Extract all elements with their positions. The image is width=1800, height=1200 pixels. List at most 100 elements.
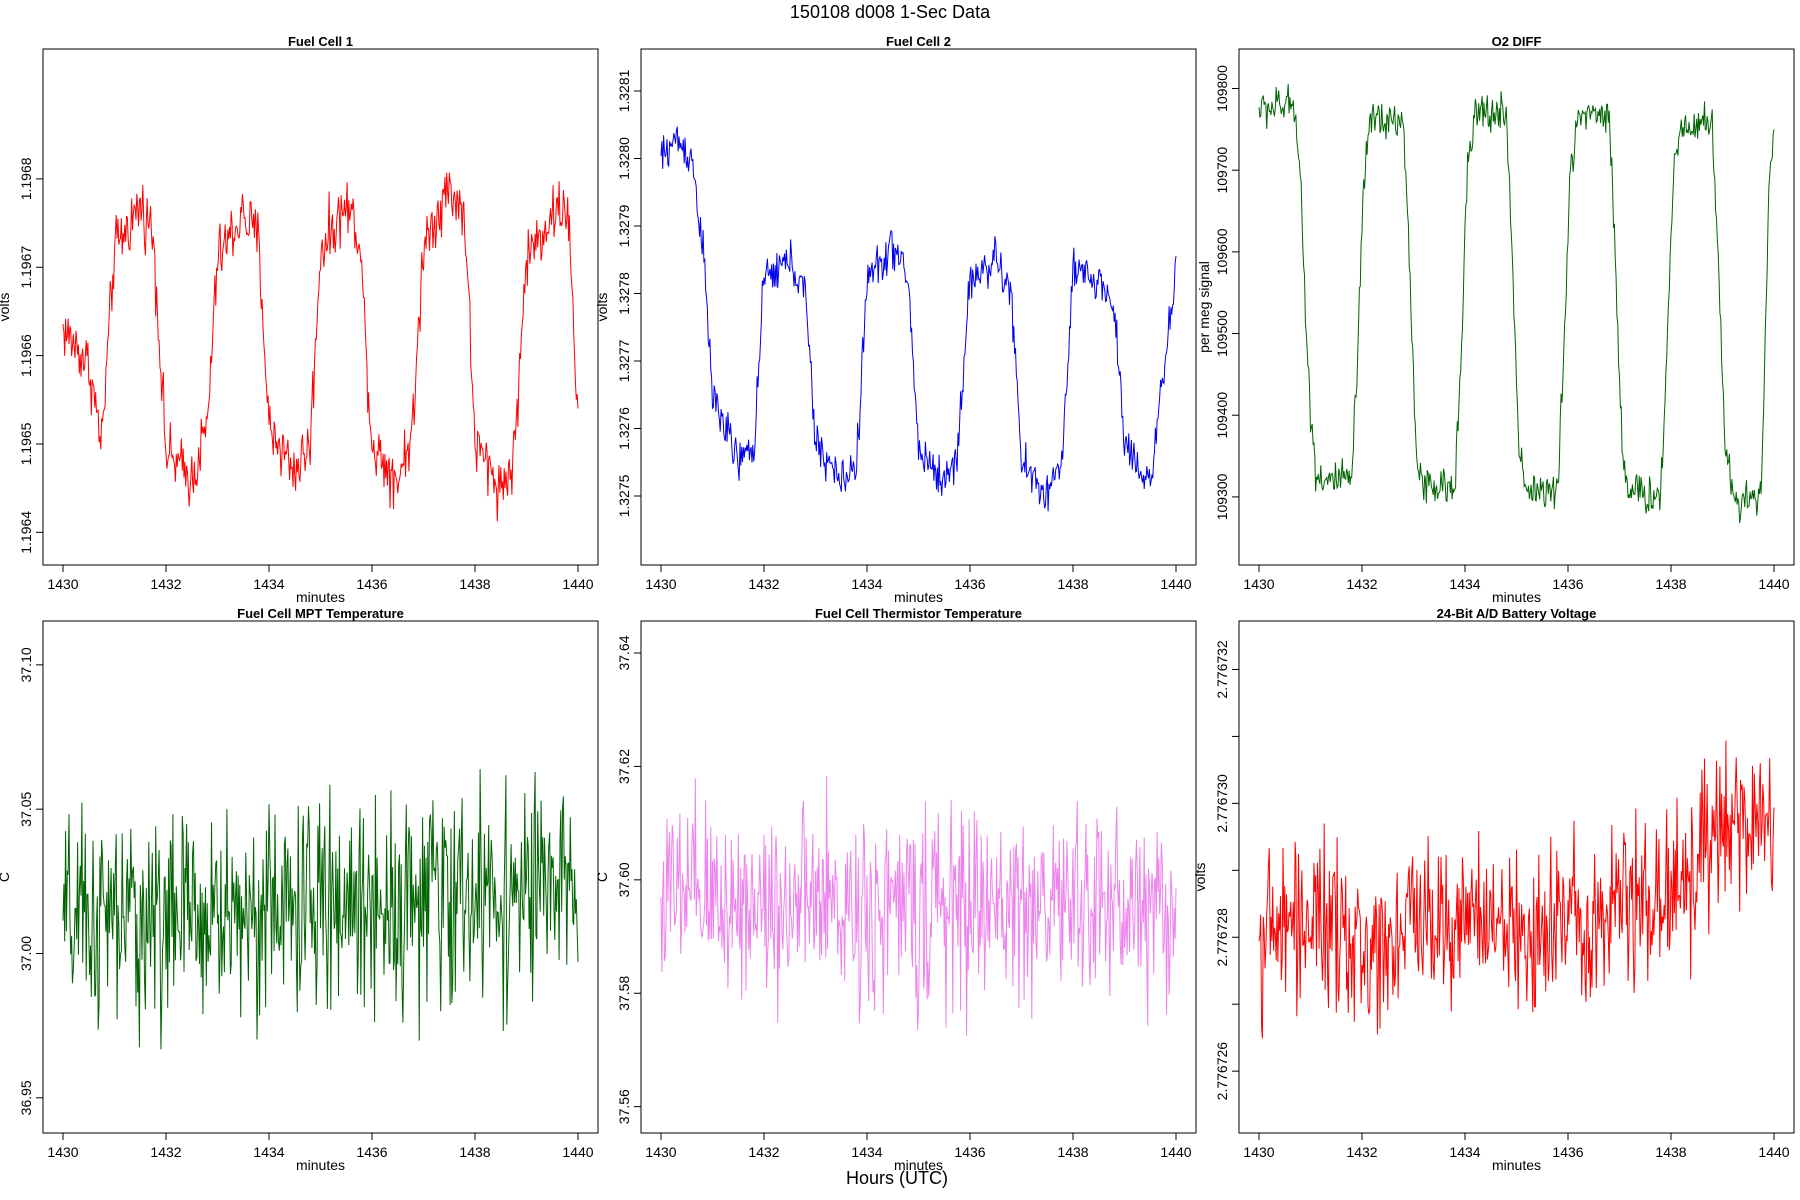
x-tick-label: 1436 (356, 1144, 387, 1160)
series-line (660, 126, 1177, 512)
x-tick-label: 1438 (459, 576, 490, 592)
y-tick-label: 37.00 (18, 936, 34, 971)
y-tick-label: 109500 (1214, 310, 1230, 357)
x-axis-label: minutes (1492, 589, 1541, 605)
y-tick-label: 109800 (1214, 65, 1230, 112)
series-line (62, 172, 579, 522)
chart-panel-3: O2 DIFF 1430 1432 1434 1436 1438 1440 minutes 10… (1196, 34, 1795, 605)
chart-panel-1: Fuel Cell 1 1430 1432 1434 1436 1438 1440 minut… (0, 34, 599, 605)
x-tick-label: 1440 (1758, 1144, 1789, 1160)
y-tick-label: 37.64 (616, 635, 632, 670)
y-tick-label: 37.60 (616, 862, 632, 897)
figure-xlabel: Hours (UTC) (846, 1168, 948, 1188)
y-tick-label: 1.3276 (616, 407, 632, 450)
x-tick-label: 1430 (1243, 1144, 1274, 1160)
y-tick-label: 2.776732 (1214, 640, 1230, 699)
y-axis-label: per meg signal (1196, 261, 1212, 353)
y-tick-label: 109300 (1214, 473, 1230, 520)
y-tick-label: 2.776726 (1214, 1042, 1230, 1101)
series-line (660, 775, 1177, 1036)
x-axis-label: minutes (296, 1157, 345, 1173)
y-tick-label: 1.3279 (616, 204, 632, 247)
y-tick-label: 1.1966 (18, 334, 34, 377)
chart-panel-4: Fuel Cell MPT Temperature 1430 1432 1434 143… (0, 606, 599, 1173)
x-tick-label: 1432 (1346, 576, 1377, 592)
x-axis-label: minutes (296, 589, 345, 605)
x-tick-label: 1432 (748, 1144, 779, 1160)
figure-title: 150108 d008 1-Sec Data (790, 2, 991, 22)
y-tick-label: 37.10 (18, 647, 34, 682)
chart-panel-6: 24-Bit A/D Battery Voltage 1430 1432 1434 14… (1192, 606, 1795, 1173)
panel-title: Fuel Cell Thermistor Temperature (815, 606, 1022, 621)
x-tick-label: 1434 (1449, 1144, 1480, 1160)
y-tick-label: 1.3277 (616, 339, 632, 382)
x-tick-label: 1434 (851, 576, 882, 592)
y-tick-label: 1.3280 (616, 137, 632, 180)
y-tick-label: 37.05 (18, 791, 34, 826)
chart-panel-5: Fuel Cell Thermistor Temperature 1430 1432… (594, 606, 1197, 1173)
chart-panel-2: Fuel Cell 2 1430 1432 1434 1436 1438 1440 minut… (594, 34, 1197, 605)
x-axis-label: minutes (894, 589, 943, 605)
x-tick-label: 1430 (645, 1144, 676, 1160)
x-tick-label: 1436 (1552, 576, 1583, 592)
x-tick-label: 1436 (954, 1144, 985, 1160)
x-tick-label: 1438 (1655, 1144, 1686, 1160)
y-tick-label: 2.776728 (1214, 908, 1230, 967)
y-tick-label: 1.3275 (616, 474, 632, 517)
y-axis-label: volts (0, 293, 12, 322)
y-tick-label: 37.58 (616, 976, 632, 1011)
x-tick-label: 1430 (47, 576, 78, 592)
x-tick-label: 1432 (150, 1144, 181, 1160)
y-tick-label: 37.62 (616, 749, 632, 784)
x-tick-label: 1436 (1552, 1144, 1583, 1160)
x-tick-label: 1434 (1449, 576, 1480, 592)
panel-title: 24-Bit A/D Battery Voltage (1437, 606, 1597, 621)
panel-title: O2 DIFF (1492, 34, 1542, 49)
x-tick-label: 1430 (645, 576, 676, 592)
panel-title: Fuel Cell 1 (288, 34, 353, 49)
x-tick-label: 1440 (562, 1144, 593, 1160)
series-line (1258, 740, 1775, 1039)
x-tick-label: 1432 (1346, 1144, 1377, 1160)
panel-title: Fuel Cell 2 (886, 34, 951, 49)
y-tick-label: 1.1964 (18, 511, 34, 554)
series-line (1258, 83, 1775, 524)
y-tick-label: 1.1965 (18, 422, 34, 465)
y-axis-label: C (0, 872, 12, 882)
x-tick-label: 1436 (954, 576, 985, 592)
x-tick-label: 1438 (459, 1144, 490, 1160)
y-tick-label: 1.3278 (616, 272, 632, 315)
x-tick-label: 1432 (748, 576, 779, 592)
x-tick-label: 1436 (356, 576, 387, 592)
x-tick-label: 1438 (1057, 576, 1088, 592)
x-tick-label: 1432 (150, 576, 181, 592)
series-line (62, 769, 579, 1050)
x-tick-label: 1438 (1655, 576, 1686, 592)
y-axis-label: volts (1192, 863, 1208, 892)
x-tick-label: 1438 (1057, 1144, 1088, 1160)
x-axis-label: minutes (894, 1157, 943, 1173)
x-tick-label: 1434 (253, 576, 284, 592)
y-tick-label: 36.95 (18, 1080, 34, 1115)
x-tick-label: 1434 (851, 1144, 882, 1160)
y-tick-label: 1.3281 (616, 69, 632, 112)
y-tick-label: 1.1967 (18, 246, 34, 289)
x-tick-label: 1440 (562, 576, 593, 592)
y-tick-label: 1.1968 (18, 157, 34, 200)
x-tick-label: 1434 (253, 1144, 284, 1160)
x-axis-label: minutes (1492, 1157, 1541, 1173)
panels-group: Fuel Cell 1 1430 1432 1434 1436 1438 1440 minut… (0, 34, 1795, 1173)
y-tick-label: 2.776730 (1214, 774, 1230, 833)
y-axis-label: volts (594, 293, 610, 322)
x-tick-label: 1440 (1160, 1144, 1191, 1160)
y-tick-label: 109400 (1214, 392, 1230, 439)
x-tick-label: 1440 (1160, 576, 1191, 592)
x-tick-label: 1430 (47, 1144, 78, 1160)
y-tick-label: 109600 (1214, 228, 1230, 275)
panel-title: Fuel Cell MPT Temperature (237, 606, 404, 621)
y-tick-label: 109700 (1214, 147, 1230, 194)
y-tick-label: 37.56 (616, 1089, 632, 1124)
x-tick-label: 1440 (1758, 576, 1789, 592)
x-tick-label: 1430 (1243, 576, 1274, 592)
